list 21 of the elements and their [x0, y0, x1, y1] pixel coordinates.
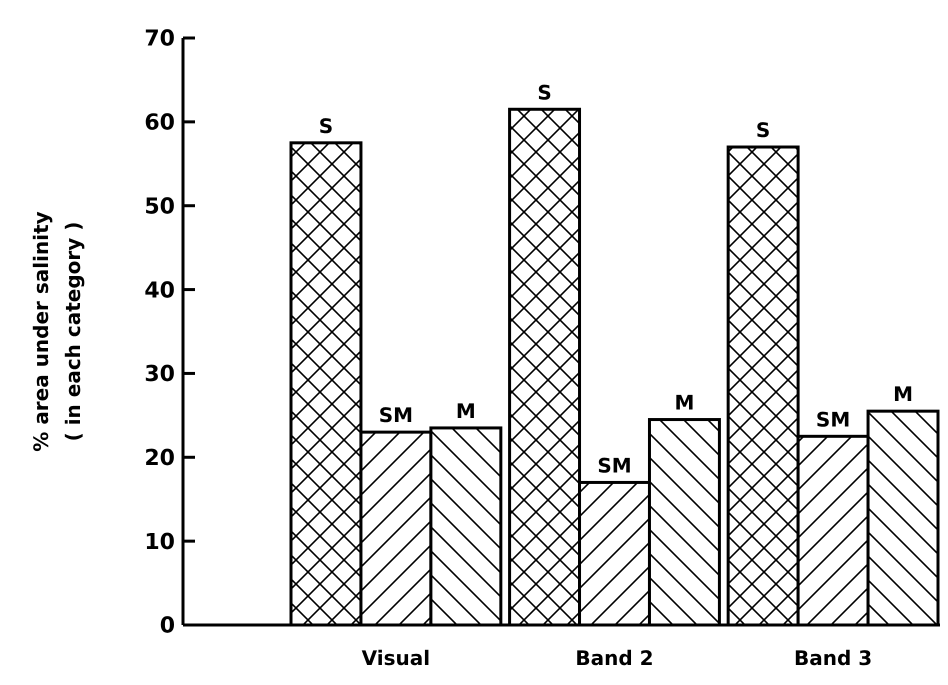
y-tick-label: 40	[144, 278, 175, 304]
x-tick-label: Visual	[362, 646, 430, 670]
series-label: SM	[378, 403, 414, 428]
y-tick-label: 0	[160, 614, 175, 639]
text: S	[756, 118, 770, 142]
x-tick-label: Band 3	[794, 646, 872, 670]
text: S	[537, 80, 552, 104]
y-tick-label: 60	[144, 110, 175, 136]
series-label: M	[456, 398, 476, 423]
text: M	[674, 390, 694, 415]
text: M	[893, 382, 913, 406]
y-tick-label: 50	[144, 194, 175, 220]
x-tick-label: Band 2	[575, 646, 654, 670]
y-tick-label: 10	[144, 530, 175, 555]
y-axis-title: % area under salinity ( in each category )	[29, 211, 85, 452]
y-tick-label: 70	[144, 26, 175, 52]
text: SM	[816, 407, 850, 432]
series-label: S	[318, 114, 334, 138]
text: SM	[597, 453, 632, 478]
y-tick-label: 30	[144, 362, 175, 388]
y-tick-label: 20	[144, 446, 175, 471]
